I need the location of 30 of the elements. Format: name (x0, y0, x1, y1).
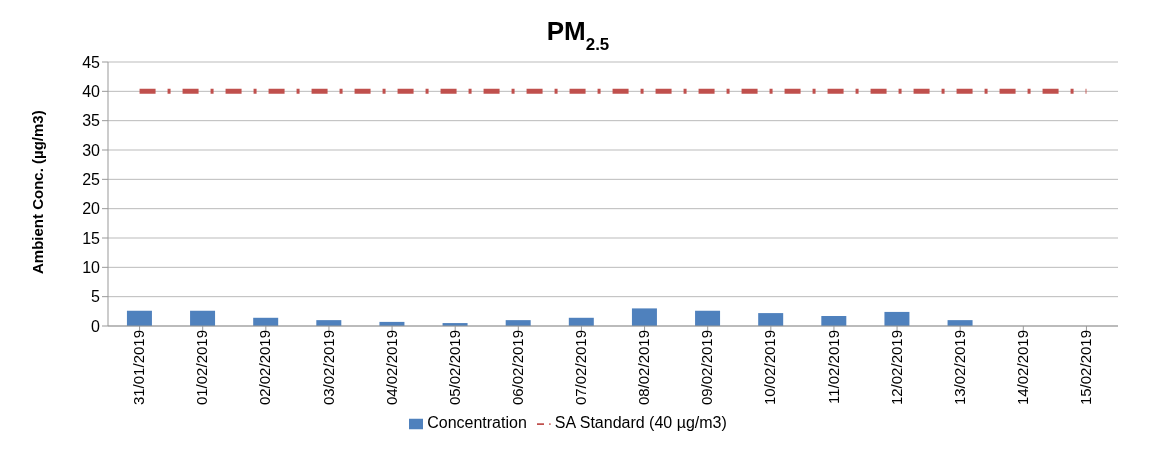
y-tick-label: 10 (82, 259, 101, 277)
x-tick-label: 06/02/2019 (508, 330, 526, 406)
chart-title: PM$_{2.5}$ (546, 16, 610, 54)
y-axis-title: Ambient Conc. (µg/m3) (29, 110, 47, 274)
x-tick-label: 01/02/2019 (193, 330, 211, 406)
x-tick-label: 09/02/2019 (698, 330, 716, 406)
y-tick-label: 40 (82, 83, 101, 101)
y-tick-label: 20 (82, 200, 101, 218)
y-tick-label: 15 (82, 229, 101, 247)
legend-label: SA Standard (40 µg/m3) (554, 414, 727, 431)
y-tick-label: 0 (91, 317, 101, 335)
x-tick-label: 03/02/2019 (319, 330, 337, 406)
x-tick-label: 02/02/2019 (256, 330, 274, 406)
y-tick-label: 25 (82, 171, 101, 189)
x-tick-label: 13/02/2019 (950, 330, 968, 406)
x-tick-label: 04/02/2019 (382, 330, 400, 406)
x-tick-label: 07/02/2019 (572, 330, 590, 406)
x-tick-label: 10/02/2019 (761, 330, 779, 406)
y-tick-label: 45 (82, 53, 101, 71)
x-tick-label: 12/02/2019 (887, 330, 905, 406)
x-tick-label: 14/02/2019 (1013, 330, 1031, 406)
x-tick-label: 31/01/2019 (130, 330, 148, 406)
y-tick-label: 35 (82, 112, 101, 130)
x-tick-label: 11/02/2019 (824, 330, 842, 404)
x-tick-label: 08/02/2019 (635, 330, 653, 406)
legend-label: Concentration (427, 414, 527, 431)
x-tick-label: 05/02/2019 (445, 330, 463, 406)
x-tick-label: 15/02/2019 (1077, 330, 1095, 406)
y-tick-label: 30 (82, 141, 101, 159)
y-tick-label: 5 (91, 288, 101, 306)
